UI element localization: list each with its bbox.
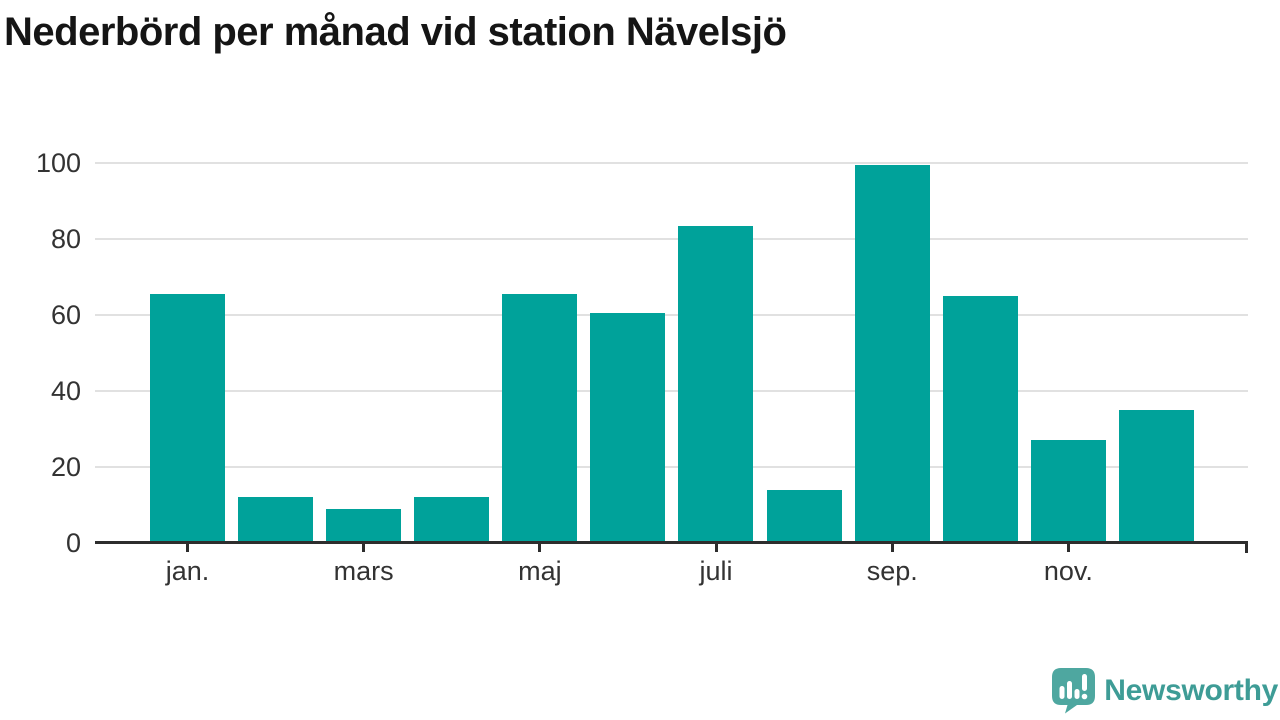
x-tick-juli: [714, 543, 718, 552]
x-tick-label-nov.: nov.: [1043, 556, 1093, 586]
gridline-40: [95, 390, 1248, 392]
bar-apr.: [414, 497, 490, 543]
logo-bar-2: [1067, 681, 1073, 699]
x-tick-nov.: [1066, 543, 1070, 552]
bar-jan.: [150, 294, 225, 543]
y-tick-label-0: 0: [65, 528, 81, 558]
x-tick-label-jan.: jan.: [165, 556, 210, 586]
x-tick-label-juli: juli: [699, 556, 733, 586]
y-tick-label-60: 60: [50, 300, 81, 330]
bar-feb.: [238, 497, 314, 543]
y-tick-label-80: 80: [50, 224, 81, 254]
x-tick-mars: [362, 543, 366, 552]
bar-juni: [590, 313, 666, 543]
y-tick-label-40: 40: [50, 376, 81, 406]
chart-title: Nederbörd per månad vid station Nävelsjö: [4, 10, 787, 54]
logo-bar-3: [1074, 689, 1080, 699]
logo-exclamation-bar: [1082, 674, 1088, 691]
gridline-100: [95, 162, 1248, 164]
newsworthy-logo: Newsworthy: [1051, 667, 1278, 714]
gridline-60: [95, 314, 1248, 316]
logo-bar-1: [1059, 686, 1065, 699]
x-tick-sep.: [890, 543, 894, 552]
x-tick-maj: [538, 543, 542, 552]
plot-area: 0 20 40 60 80 100 jan. mars maj juli sep. nov.: [36, 148, 1248, 586]
gridline-80: [95, 238, 1248, 240]
gridline-20: [95, 466, 1248, 468]
x-tick-label-sep.: sep.: [866, 556, 918, 586]
newsworthy-logo-text: Newsworthy: [1104, 673, 1278, 707]
bars-container: [150, 163, 1194, 543]
x-tick-label-maj: maj: [518, 556, 562, 586]
x-axis-line: [95, 541, 1248, 544]
logo-exclamation-dot: [1081, 693, 1088, 700]
x-tick-label-mars: mars: [333, 556, 394, 586]
bar-juli: [678, 225, 754, 543]
bar-aug.: [766, 489, 842, 543]
y-tick-label-20: 20: [50, 452, 81, 482]
bar-okt.: [942, 296, 1018, 543]
x-axis-end-tick: [1245, 543, 1248, 553]
bar-nov.: [1030, 440, 1106, 543]
bar-mars: [326, 508, 402, 543]
bar-sep.: [854, 164, 930, 543]
x-tick-jan.: [186, 543, 189, 552]
newsworthy-logo-icon: [1052, 668, 1096, 714]
bar-maj: [502, 294, 578, 543]
y-tick-label-100: 100: [35, 148, 81, 178]
bar-dec.: [1118, 410, 1194, 543]
